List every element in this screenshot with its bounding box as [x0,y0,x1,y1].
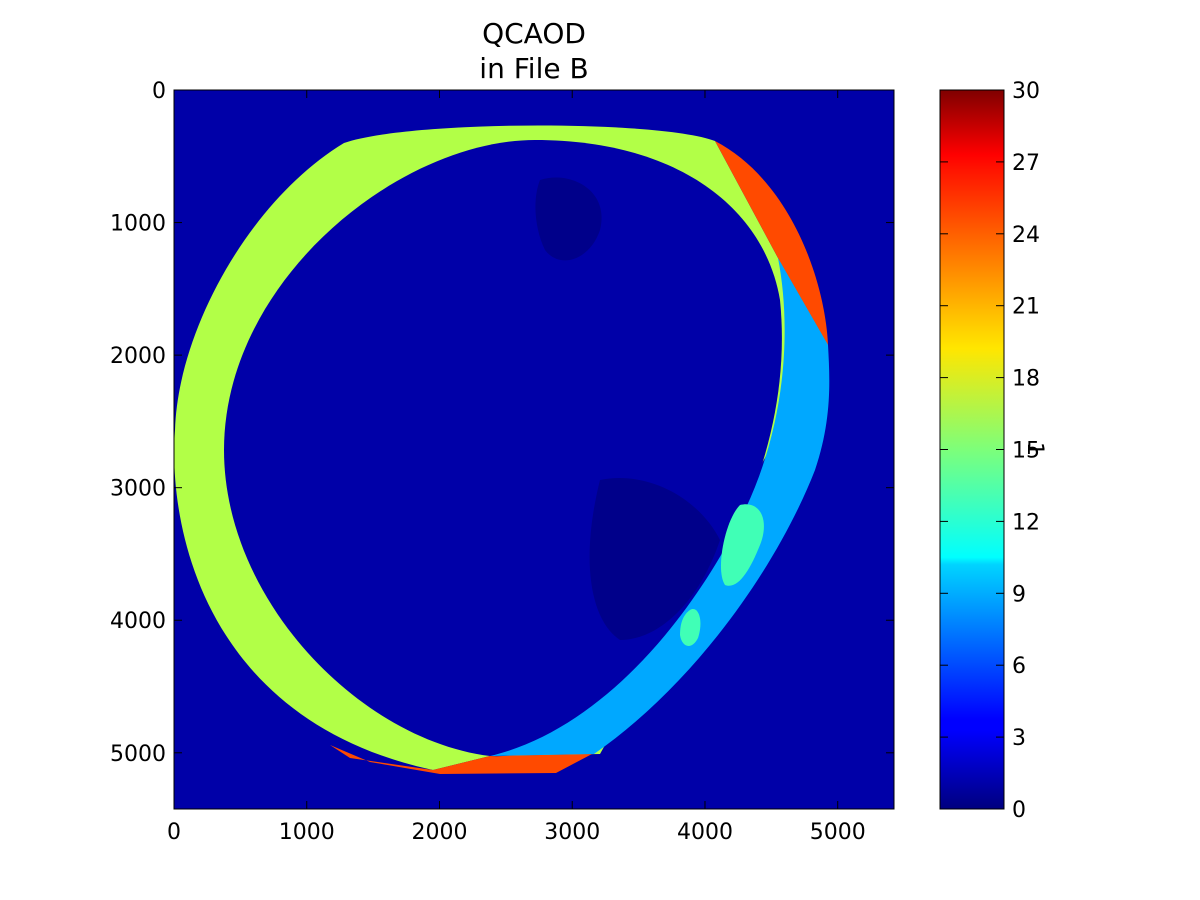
colorbar-tick-label: 15 [1012,439,1040,464]
colorbar-tick-label: 27 [1012,151,1040,176]
colorbar-tick-label: 24 [1012,223,1040,248]
colorbar-tick-label: 18 [1012,367,1040,392]
chart-title-line-1: QCAOD [482,17,586,50]
colorbar-label: 1 [1022,442,1047,456]
heatmap-region-upper-right-edge [715,141,828,345]
heatmap-region-interior-texture [589,478,720,640]
colorbar-tick-label: 21 [1012,295,1040,320]
colorbar-tick-label: 0 [1012,798,1026,823]
y-tick-label: 3000 [110,477,166,502]
x-tick-label: 2000 [411,820,467,845]
colorbar-axis: 0 3 6 9 12 15 18 21 24 27 30 [940,79,1040,823]
colorbar-tick-label: 3 [1012,726,1026,751]
colorbar-tick-label: 12 [1012,510,1040,535]
heatmap-image [174,90,894,809]
chart-title-line-2: in File B [479,52,588,85]
x-tick-label: 0 [167,820,181,845]
heatmap-region-bottom-edge [330,745,592,774]
y-tick-label: 1000 [110,212,166,237]
x-tick-label: 3000 [544,820,600,845]
y-tick-label: 2000 [110,344,166,369]
heatmap-region-interior-texture [535,177,602,261]
heatmap-region-crescent-patch [680,609,701,646]
colorbar-tick-label: 6 [1012,654,1026,679]
x-tick-label: 1000 [279,820,335,845]
y-tick-label: 5000 [110,742,166,767]
y-tick-label: 4000 [110,609,166,634]
x-tick-label: 5000 [810,820,866,845]
colorbar-gradient [940,90,1004,809]
y-axis: 0 1000 2000 3000 4000 5000 [110,79,894,767]
x-tick-label: 4000 [677,820,733,845]
colorbar-tick-label: 30 [1012,79,1040,104]
plot-frame [173,89,895,810]
x-axis: 0 1000 2000 3000 4000 5000 [167,90,866,845]
heatmap-region-crescent-patch [720,504,764,586]
y-tick-label: 0 [152,79,166,104]
colorbar-tick-label: 9 [1012,582,1026,607]
heatmap-region-east-crescent [490,258,830,756]
